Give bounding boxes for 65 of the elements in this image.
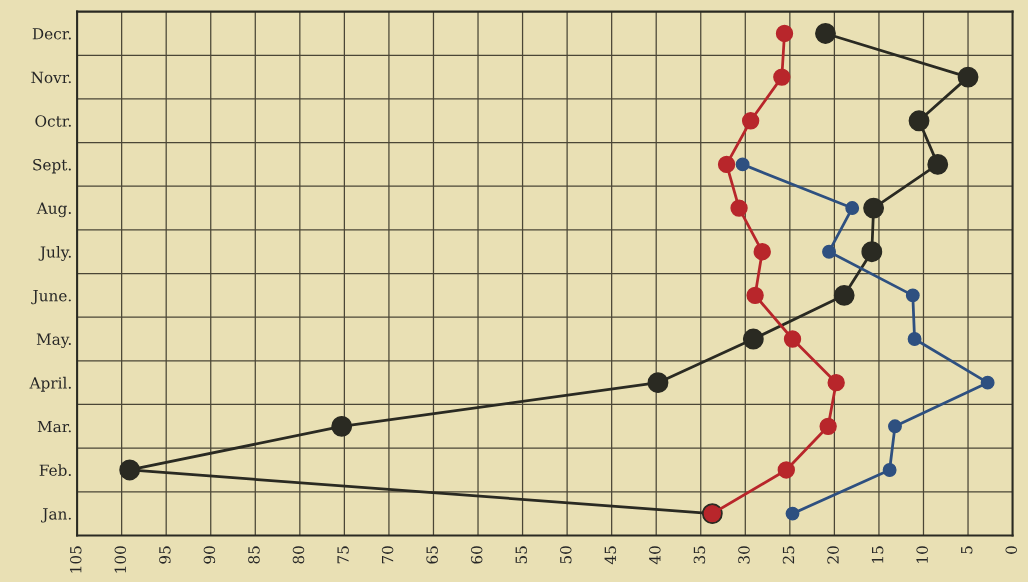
x-tick-label: 65 — [426, 546, 438, 564]
point — [980, 375, 995, 390]
y-tick-label: May. — [36, 333, 71, 349]
point — [742, 328, 764, 350]
x-tick-label: 20 — [827, 546, 839, 564]
point — [815, 23, 836, 44]
x-tick-label: 70 — [381, 546, 394, 564]
x-tick-label: 25 — [782, 546, 795, 564]
x-tick-label: 5 — [961, 546, 973, 554]
point — [331, 415, 353, 437]
point — [882, 463, 897, 477]
point — [861, 241, 883, 263]
point — [735, 157, 750, 172]
x-tick-label: 15 — [871, 546, 884, 563]
y-tick-label: Aug. — [36, 202, 71, 218]
x-tick-label: 85 — [248, 546, 260, 564]
point — [717, 155, 736, 174]
point — [845, 201, 860, 216]
point — [819, 417, 837, 435]
point — [785, 506, 800, 521]
y-tick-label: April. — [29, 376, 71, 392]
point — [647, 372, 669, 394]
y-tick-label: Sept. — [33, 158, 71, 174]
point — [863, 197, 885, 219]
x-tick-label: 105 — [69, 546, 82, 573]
x-tick-label: 50 — [559, 546, 572, 564]
point — [775, 24, 794, 43]
point — [908, 110, 930, 132]
x-tick-label: 75 — [337, 546, 349, 564]
point — [822, 244, 836, 259]
point — [773, 68, 791, 86]
point — [753, 243, 771, 261]
x-tick-label: 100 — [114, 546, 127, 573]
point — [957, 66, 979, 88]
point — [746, 286, 764, 305]
point — [927, 153, 949, 175]
y-tick-label: Feb. — [39, 464, 71, 476]
x-tick-label: 45 — [604, 546, 617, 565]
point — [888, 419, 902, 434]
y-tick-label: Jan. — [41, 508, 71, 523]
x-tick-label: 0 — [1005, 546, 1018, 554]
point — [777, 461, 795, 479]
point — [905, 288, 920, 303]
x-tick-label: 60 — [470, 546, 483, 564]
point — [907, 332, 922, 346]
x-tick-label: 30 — [738, 546, 750, 564]
point — [741, 112, 760, 130]
x-tick-label: 80 — [292, 546, 305, 564]
y-tick-label: Novr. — [31, 71, 71, 84]
x-tick-label: 90 — [203, 546, 216, 564]
y-tick-label: Mar. — [37, 420, 71, 433]
y-tick-label: July. — [38, 245, 71, 261]
x-tick-label: 55 — [515, 546, 527, 564]
x-tick-label: 35 — [693, 546, 706, 564]
y-tick-label: June. — [31, 290, 71, 305]
y-tick-label: Octr. — [35, 115, 71, 127]
x-tick-label: 40 — [649, 546, 661, 565]
point — [827, 373, 845, 392]
y-tick-label: Decr. — [32, 28, 71, 40]
point — [119, 459, 141, 481]
x-tick-label: 95 — [159, 546, 171, 564]
point — [833, 284, 855, 306]
point — [783, 330, 802, 348]
x-tick-label: 10 — [916, 546, 928, 563]
point — [730, 199, 748, 217]
